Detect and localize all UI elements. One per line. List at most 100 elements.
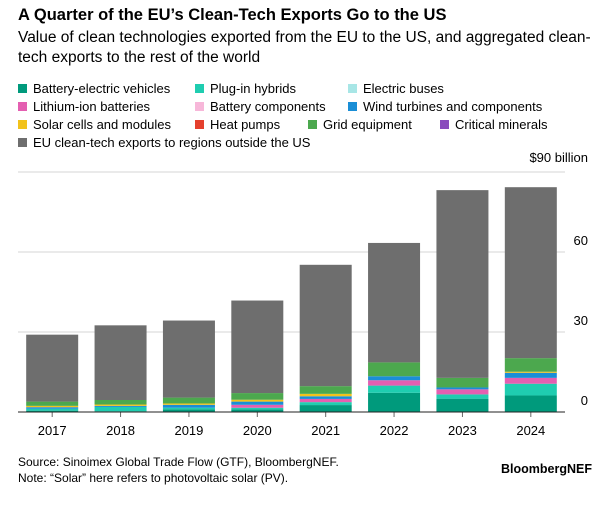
legend-item: Lithium-ion batteries [18, 99, 150, 114]
bar-segment [504, 371, 557, 373]
legend-swatch [18, 138, 27, 147]
bar-segment [504, 358, 557, 372]
legend-label: Wind turbines and components [363, 99, 543, 114]
bar-segment [504, 383, 557, 396]
legend-label: Battery-electric vehicles [33, 81, 171, 96]
legend-item: Heat pumps [195, 117, 280, 132]
bar-segment [26, 405, 79, 408]
x-tick-label: 2019 [174, 423, 203, 438]
bar-segment [94, 400, 147, 405]
x-tick-label: 2021 [311, 423, 340, 438]
legend-swatch [348, 102, 357, 111]
x-tick-label: 2017 [38, 423, 67, 438]
legend-label: Electric buses [363, 81, 444, 96]
bar-segment [368, 392, 421, 412]
bar-segment [299, 402, 352, 406]
bar-segment [231, 393, 284, 400]
bar-segment [436, 394, 489, 399]
bar-segment [436, 377, 489, 388]
bar-segment [504, 187, 557, 359]
bar-segment [231, 401, 284, 405]
chart-title: A Quarter of the EU’s Clean-Tech Exports… [18, 6, 447, 24]
bar-segment [94, 404, 147, 406]
bar-segment [504, 372, 557, 378]
bar-segment [368, 380, 421, 386]
x-tick-label: 2024 [516, 423, 545, 438]
legend-label: Grid equipment [323, 117, 412, 132]
brand-logo: BloombergNEF [501, 462, 592, 476]
x-tick-label: 2020 [243, 423, 272, 438]
bar-segment [162, 404, 215, 408]
bar-segment [231, 399, 284, 402]
bar-segment [504, 395, 557, 412]
legend-item: Critical minerals [440, 117, 547, 132]
legend-swatch [195, 120, 204, 129]
bar-segment [94, 325, 147, 400]
bar-segment [299, 405, 352, 412]
bar-segment [162, 403, 215, 405]
legend-label: Solar cells and modules [33, 117, 172, 132]
bar-segment [94, 406, 147, 412]
bar-segment [368, 376, 421, 381]
y-tick-label: $90 billion [529, 150, 588, 165]
x-tick-label: 2023 [448, 423, 477, 438]
bar-segment [299, 396, 352, 399]
bar-segment [299, 264, 352, 387]
x-tick-label: 2018 [106, 423, 135, 438]
bar-segment [162, 409, 215, 412]
legend-label: Lithium-ion batteries [33, 99, 151, 114]
legend-item: Battery-electric vehicles [18, 81, 170, 96]
legend-item: Solar cells and modules [18, 117, 171, 132]
bar-segment [436, 387, 489, 390]
bar-segment [504, 377, 557, 384]
legend-item: Electric buses [348, 81, 444, 96]
bar-segment [26, 407, 79, 409]
bar-segment [231, 409, 284, 412]
legend-swatch [18, 120, 27, 129]
legend-swatch [195, 84, 204, 93]
chart-subtitle: Value of clean technologies exported fro… [18, 29, 591, 66]
bar-segment [436, 190, 489, 378]
bar-segment [26, 408, 79, 411]
legend-swatch [440, 120, 449, 129]
bar-segment [162, 407, 215, 410]
bar-segment [368, 385, 421, 393]
y-tick-label: 30 [574, 313, 588, 328]
legend-item: Wind turbines and components [348, 99, 542, 114]
bar-segment [94, 405, 147, 407]
bar-segment [299, 398, 352, 403]
y-tick-label: 60 [574, 233, 588, 248]
bar-segment [26, 410, 79, 412]
legend-label: Plug-in hybrids [210, 81, 296, 96]
bar-segment [299, 386, 352, 394]
note-text: Note: “Solar” here refers to photovoltai… [18, 471, 289, 485]
legend-item: Plug-in hybrids [195, 81, 296, 96]
bar-segment [26, 334, 79, 402]
bar-segment [26, 401, 79, 406]
bar-segment [162, 320, 215, 398]
bar-segment [436, 389, 489, 395]
legend-swatch [18, 102, 27, 111]
legend-swatch [308, 120, 317, 129]
bar-segment [368, 362, 421, 377]
legend-swatch [18, 84, 27, 93]
legend-swatch [348, 84, 357, 93]
footnotes: Source: Sinoimex Global Trade Flow (GTF)… [18, 454, 339, 486]
bar-segment [368, 242, 421, 363]
legend-item: EU clean-tech exports to regions outside… [18, 135, 310, 150]
y-tick-label: 0 [581, 393, 588, 408]
legend-label: Heat pumps [210, 117, 281, 132]
bar-segment [299, 393, 352, 397]
bar-segment [162, 397, 215, 404]
source-text: Source: Sinoimex Global Trade Flow (GTF)… [18, 455, 339, 469]
legend-label: Battery components [210, 99, 326, 114]
legend-label: Critical minerals [455, 117, 548, 132]
legend-swatch [195, 102, 204, 111]
legend-item: Battery components [195, 99, 326, 114]
legend-label: EU clean-tech exports to regions outside… [33, 135, 311, 150]
legend-item: Grid equipment [308, 117, 412, 132]
bar-segment [436, 398, 489, 412]
bar-segment [231, 300, 284, 394]
bar-segment [231, 404, 284, 408]
